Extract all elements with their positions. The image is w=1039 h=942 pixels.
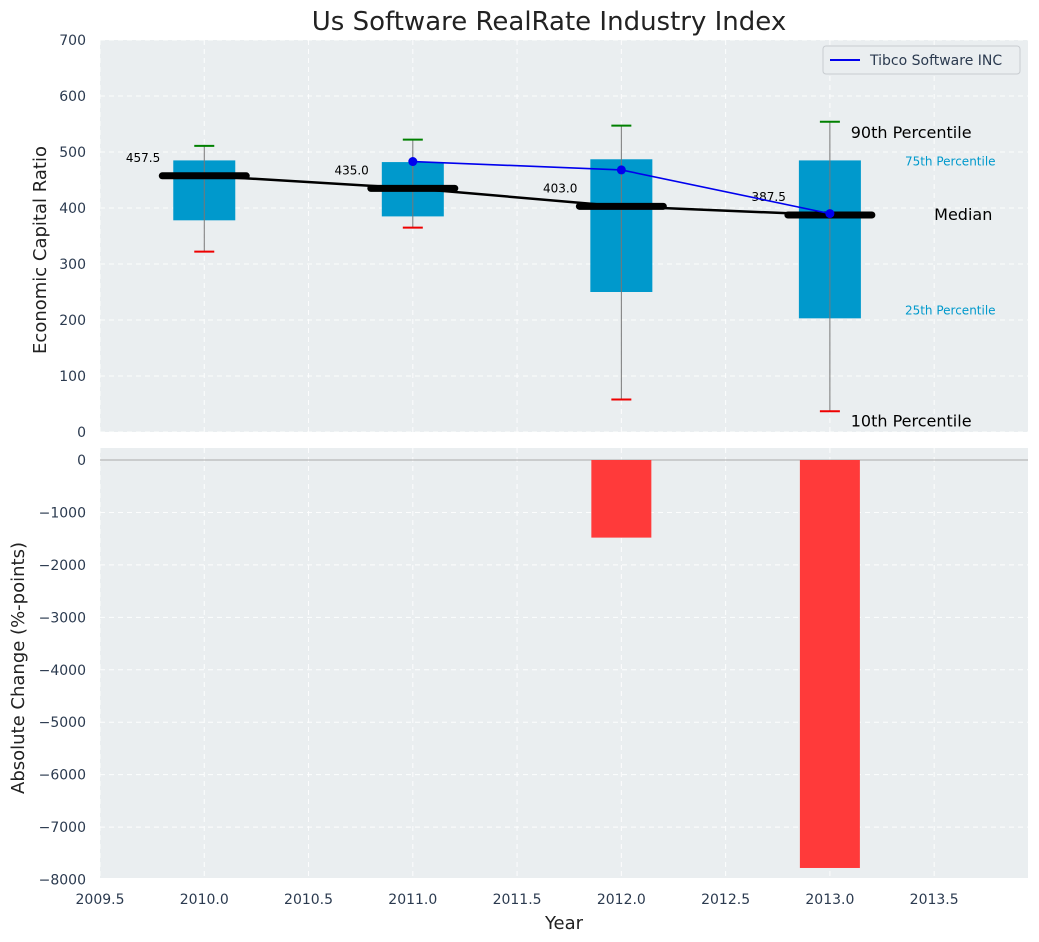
p10-annotation: 10th Percentile bbox=[851, 411, 972, 430]
bottom-y-tick-label: −7000 bbox=[39, 820, 86, 836]
x-tick-label: 2012.0 bbox=[597, 892, 646, 908]
bottom-panel: 0 −1000 −2000 −3000 −4000 −5000 −6000 −7000 −800… bbox=[39, 448, 1028, 908]
x-tick-label: 2010.5 bbox=[284, 892, 333, 908]
top-y-tick-label: 0 bbox=[77, 425, 86, 441]
bottom-y-tick-label: −8000 bbox=[39, 873, 86, 889]
company-point bbox=[825, 209, 835, 219]
change-bar bbox=[591, 460, 652, 538]
x-axis-label: Year bbox=[544, 913, 584, 934]
company-point bbox=[408, 157, 418, 167]
bottom-plot-area bbox=[100, 448, 1028, 878]
legend-box bbox=[822, 45, 1021, 75]
bottom-y-tick-label: 0 bbox=[77, 453, 86, 469]
median-value-label: 435.0 bbox=[334, 163, 368, 177]
top-y-tick-label: 200 bbox=[59, 313, 86, 329]
top-y-tick-label: 700 bbox=[59, 33, 86, 49]
x-tick-label: 2013.5 bbox=[910, 892, 959, 908]
bottom-y-tick-label: −4000 bbox=[39, 663, 86, 679]
bottom-y-tick-label: −2000 bbox=[39, 558, 86, 574]
bottom-y-tick-label: −3000 bbox=[39, 610, 86, 626]
change-bar bbox=[799, 460, 860, 868]
legend-label: Tibco Software INC bbox=[869, 53, 1002, 69]
x-tick-label: 2012.5 bbox=[701, 892, 750, 908]
bottom-y-tick-label: −1000 bbox=[39, 505, 86, 521]
median-trend-line bbox=[204, 174, 830, 217]
x-tick-label: 2011.5 bbox=[493, 892, 542, 908]
legend: Tibco Software INC bbox=[822, 45, 1021, 75]
company-point bbox=[616, 165, 626, 175]
bottom-y-tick-label: −5000 bbox=[39, 715, 86, 731]
top-y-axis-label: Economic Capital Ratio bbox=[30, 146, 51, 354]
bottom-y-tick-label: −6000 bbox=[39, 768, 86, 784]
top-y-tick-label: 300 bbox=[59, 257, 86, 273]
top-plot-area bbox=[100, 40, 1028, 432]
top-y-tick-label: 600 bbox=[59, 89, 86, 105]
p75-annotation: 75th Percentile bbox=[905, 154, 996, 168]
median-value-label: 457.5 bbox=[126, 151, 160, 165]
median-annotation: Median bbox=[934, 205, 992, 224]
top-panel: 0 100 200 300 400 500 600 700 457.5 435.0 403.0 387… bbox=[59, 33, 1028, 441]
median-value-label: 403.0 bbox=[543, 181, 577, 195]
top-y-tick-label: 500 bbox=[59, 145, 86, 161]
p25-annotation: 25th Percentile bbox=[905, 303, 996, 317]
top-y-tick-label: 400 bbox=[59, 201, 86, 217]
x-tick-label: 2010.0 bbox=[180, 892, 229, 908]
x-tick-label: 2013.0 bbox=[805, 892, 854, 908]
x-tick-label: 2009.5 bbox=[76, 892, 125, 908]
chart-title: Us Software RealRate Industry Index bbox=[312, 7, 786, 37]
median-value-label: 387.5 bbox=[752, 190, 786, 204]
p90-annotation: 90th Percentile bbox=[851, 123, 972, 142]
x-tick-label: 2011.0 bbox=[388, 892, 437, 908]
top-y-tick-label: 100 bbox=[59, 369, 86, 385]
bottom-y-axis-label: Absolute Change (%-points) bbox=[8, 542, 29, 794]
